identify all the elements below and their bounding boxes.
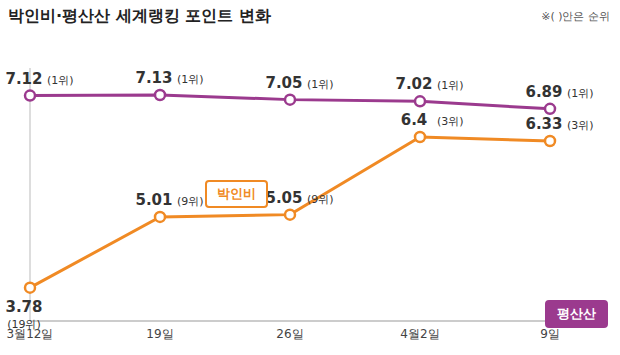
svg-text:4월2일: 4월2일 (400, 327, 439, 341)
html-text:평산산: 평산산 (557, 306, 596, 321)
svg-text:26일: 26일 (276, 327, 303, 341)
svg-text:3월12일: 3월12일 (6, 326, 54, 341)
svg-text:(9위): (9위) (307, 193, 334, 206)
svg-text:(1위): (1위) (567, 87, 594, 100)
svg-text:6.33: 6.33 (525, 115, 562, 133)
svg-text:(1위): (1위) (177, 73, 204, 86)
svg-text:(3위): (3위) (567, 119, 594, 132)
svg-text:7.12: 7.12 (5, 70, 42, 88)
svg-text:(9위): (9위) (177, 195, 204, 208)
svg-text:6.4: 6.4 (401, 111, 428, 129)
svg-text:(19위): (19위) (7, 318, 41, 331)
svg-text:7.13: 7.13 (135, 69, 172, 87)
svg-text:9일: 9일 (540, 327, 560, 341)
svg-text:3.78: 3.78 (5, 298, 42, 316)
svg-text:5.01: 5.01 (135, 191, 172, 209)
svg-text:7.02: 7.02 (395, 75, 432, 93)
html-text:박인비·평산산 세계랭킹 포인트 변화: 박인비·평산산 세계랭킹 포인트 변화 (8, 6, 271, 25)
svg-text:7.05: 7.05 (265, 74, 302, 92)
svg-text:(1위): (1위) (47, 74, 74, 87)
svg-text:(3위): (3위) (437, 115, 464, 128)
svg-text:(1위): (1위) (307, 78, 334, 91)
svg-text:5.05: 5.05 (265, 189, 302, 207)
html-text:박인비: 박인비 (217, 186, 256, 201)
svg-text:19일: 19일 (146, 327, 173, 341)
html-text:※( )안은 순위: ※( )안은 순위 (541, 10, 610, 23)
svg-text:6.89: 6.89 (525, 83, 562, 101)
svg-text:(1위): (1위) (437, 79, 464, 92)
